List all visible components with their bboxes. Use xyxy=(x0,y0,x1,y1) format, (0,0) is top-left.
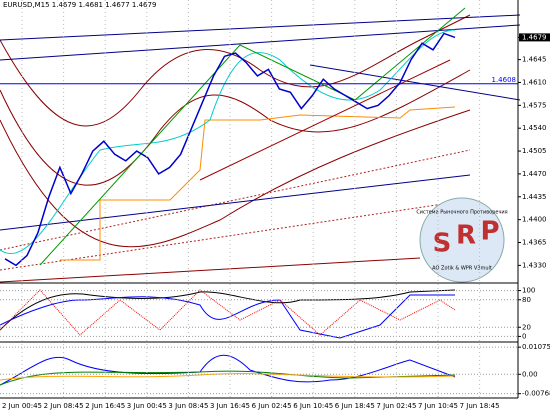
price-level-label: 1.4608 xyxy=(492,76,517,84)
last-price-box xyxy=(519,33,550,42)
decorations xyxy=(0,0,521,399)
y-tick-label: 1.4400 xyxy=(522,216,547,224)
y-tick-label: 100 xyxy=(522,287,535,295)
y-tick-label: 1.4575 xyxy=(522,101,547,109)
y-tick-label: 1.4505 xyxy=(522,147,547,155)
logo-circle xyxy=(419,197,505,283)
x-tick-label: 6 Jun 10:45 xyxy=(293,402,333,410)
logo-letter: S xyxy=(433,229,452,259)
y-tick-label: 0.00 xyxy=(522,370,538,378)
x-tick-label: 2 Jun 00:45 xyxy=(2,402,42,410)
x-tick-label: 7 Jun 02:45 xyxy=(376,402,416,410)
y-tick-label: 1.4470 xyxy=(522,170,547,178)
y-tick-label: 1.4365 xyxy=(522,239,547,247)
x-tick-label: 3 Jun 00:45 xyxy=(127,402,167,410)
x-tick-label: 2 Jun 08:45 xyxy=(44,402,84,410)
x-tick-label: 7 Jun 18:45 xyxy=(460,402,500,410)
chart-header: EURUSD,M15 1.4679 1.4681 1.4677 1.4679 xyxy=(3,1,156,9)
x-tick-label: 6 Jun 02:45 xyxy=(252,402,292,410)
y-tick-label: 1.4330 xyxy=(522,261,547,269)
y-tick-label: 1.4679 xyxy=(522,33,547,41)
price-line xyxy=(4,32,456,267)
logo-letter: R xyxy=(456,221,476,251)
x-tick-label: 3 Jun 16:45 xyxy=(210,402,250,410)
y-tick-label: 20 xyxy=(522,323,531,331)
y-tick-label: 80 xyxy=(522,296,531,304)
y-tick-label: -0.00768 xyxy=(522,390,550,398)
x-tick-label: 3 Jun 08:45 xyxy=(168,402,208,410)
y-tick-label: 0 xyxy=(522,332,526,340)
y-tick-label: 0.01075 xyxy=(522,343,550,351)
y-tick-label: 1.4645 xyxy=(522,56,547,64)
x-tick-label: 2 Jun 16:45 xyxy=(85,402,125,410)
x-tick-label: 7 Jun 10:45 xyxy=(418,402,458,410)
y-tick-label: 1.4610 xyxy=(522,78,547,86)
y-tick-label: 1.4540 xyxy=(522,124,547,132)
logo-caption: Система Рыночного Противоречия xyxy=(416,210,507,216)
logo-letter: P xyxy=(480,217,499,247)
logo-caption: AO Zotik & WPR V3mult xyxy=(432,266,492,272)
y-tick-label: 1.4435 xyxy=(522,193,547,201)
x-tick-label: 6 Jun 18:45 xyxy=(335,402,375,410)
logo: Система Рыночного Противоречия S R P AO … xyxy=(416,197,508,283)
